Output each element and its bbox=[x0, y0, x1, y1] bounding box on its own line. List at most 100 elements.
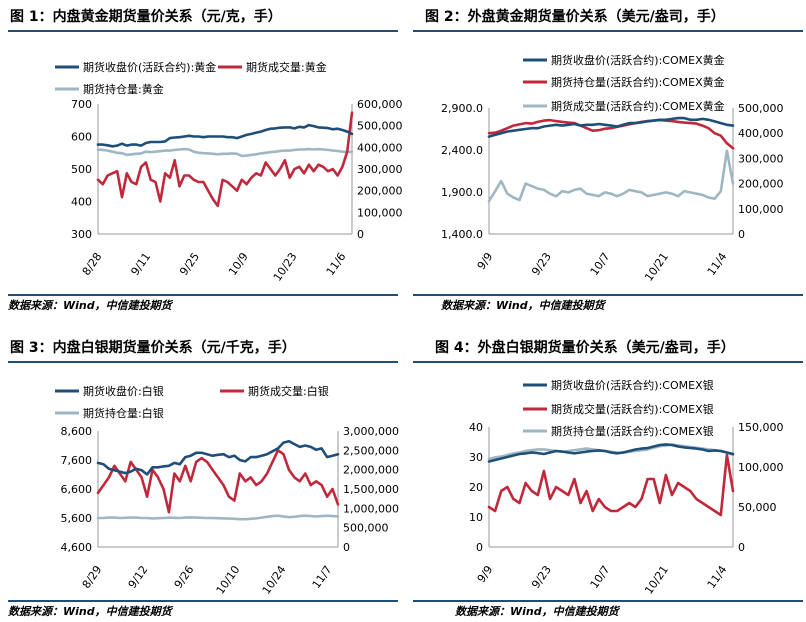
series-line bbox=[96, 147, 354, 158]
title-rule bbox=[8, 361, 398, 363]
x-tick-label: 10/10 bbox=[214, 563, 243, 596]
x-tick-label: 11/7 bbox=[310, 563, 335, 591]
left-tick-label: 500 bbox=[71, 163, 92, 176]
legend-label: 期货持仓量:黄金 bbox=[83, 82, 164, 96]
series-line bbox=[96, 123, 354, 148]
left-tick-label: 20 bbox=[469, 481, 483, 494]
left-tick-label: 7,600 bbox=[61, 454, 93, 467]
series-line bbox=[487, 453, 735, 517]
legend-label: 期货成交量:黄金 bbox=[246, 60, 327, 74]
x-tick-label: 9/9 bbox=[475, 563, 496, 585]
x-tick-label: 10/21 bbox=[642, 563, 671, 596]
x-tick-label: 10/7 bbox=[588, 250, 613, 278]
right-tick-label: 150,000 bbox=[738, 421, 784, 434]
legend-label: 期货收盘价(活跃合约):黄金 bbox=[83, 60, 216, 74]
left-tick-label: 1,400.0 bbox=[441, 228, 483, 241]
left-tick-label: 300 bbox=[71, 228, 92, 241]
left-tick-label: 400 bbox=[71, 196, 92, 209]
x-tick-label: 11/4 bbox=[705, 563, 730, 591]
right-tick-label: 1,500,000 bbox=[343, 483, 399, 496]
legend-label: 期货成交量(活跃合约):COMEX银 bbox=[551, 402, 714, 416]
legend-label: 期货成交量:白银 bbox=[248, 384, 329, 398]
left-tick-label: 8,600 bbox=[61, 425, 93, 438]
x-tick-label: 10/21 bbox=[642, 250, 671, 283]
legend-label: 期货持仓量(活跃合约):COMEX黄金 bbox=[551, 75, 725, 89]
right-tick-label: 500,000 bbox=[343, 522, 389, 535]
title-rule bbox=[413, 30, 803, 32]
left-tick-label: 40 bbox=[469, 421, 483, 434]
right-tick-label: 0 bbox=[357, 228, 364, 241]
x-tick-label: 8/28 bbox=[80, 250, 105, 278]
title-rule bbox=[8, 30, 398, 32]
chart-title: 图 2：外盘黄金期货量价关系（美元/盎司，手） bbox=[425, 9, 725, 25]
right-tick-label: 300,000 bbox=[357, 163, 403, 176]
x-tick-label: 9/23 bbox=[529, 563, 554, 591]
chart-panel-2: 图 2：外盘黄金期货量价关系（美元/盎司，手） 期货收盘价(活跃合约):COME… bbox=[403, 0, 806, 312]
left-tick-label: 5,600 bbox=[61, 512, 93, 525]
right-tick-label: 0 bbox=[343, 541, 350, 554]
series-line bbox=[487, 118, 735, 150]
legend-label: 期货持仓量(活跃合约):COMEX银 bbox=[551, 424, 714, 438]
x-tick-label: 10/9 bbox=[226, 250, 251, 278]
left-tick-label: 1,900.0 bbox=[441, 186, 483, 199]
x-tick-label: 9/25 bbox=[177, 250, 202, 278]
x-tick-label: 9/12 bbox=[126, 563, 151, 591]
right-tick-label: 2,500,000 bbox=[343, 444, 399, 457]
series-line bbox=[96, 449, 340, 514]
x-tick-label: 10/24 bbox=[260, 563, 289, 596]
left-tick-label: 2,400.0 bbox=[441, 144, 483, 157]
right-tick-label: 1,000,000 bbox=[343, 502, 399, 515]
right-tick-label: 100,000 bbox=[357, 206, 403, 219]
right-tick-label: 0 bbox=[738, 541, 745, 554]
left-tick-label: 700 bbox=[71, 98, 92, 111]
left-tick-label: 10 bbox=[469, 511, 483, 524]
source-rule bbox=[413, 600, 803, 602]
source-note: 数据来源：Wind，中信建投期货 bbox=[441, 299, 605, 312]
source-rule bbox=[8, 600, 398, 602]
legend-label: 期货成交量(活跃合约):COMEX黄金 bbox=[551, 99, 725, 113]
source-note: 数据来源：Wind，中信建投期货 bbox=[455, 605, 619, 618]
right-tick-label: 200,000 bbox=[738, 178, 784, 191]
source-note: 数据来源：Wind，中信建投期货 bbox=[8, 299, 172, 312]
left-tick-label: 0 bbox=[476, 541, 483, 554]
title-rule bbox=[413, 361, 803, 363]
source-rule bbox=[8, 294, 398, 296]
right-tick-label: 3,000,000 bbox=[343, 425, 399, 438]
series-line bbox=[96, 439, 340, 476]
x-tick-label: 9/26 bbox=[172, 563, 197, 591]
legend-label: 期货收盘价(活跃合约):COMEX银 bbox=[551, 378, 714, 392]
left-tick-label: 600 bbox=[71, 131, 92, 144]
left-tick-label: 4,600 bbox=[61, 541, 93, 554]
series-line bbox=[487, 149, 735, 203]
series-line bbox=[96, 514, 340, 521]
series-line bbox=[487, 116, 735, 138]
chart-panel-1: 图 1：内盘黄金期货量价关系（元/克，手） 期货收盘价(活跃合约):黄金 期货成交… bbox=[0, 0, 403, 312]
chart-panel-3: 图 3：内盘白银期货量价关系（元/千克，手） 期货收盘价:白银 期货成交量:白银期… bbox=[0, 311, 403, 622]
chart-svg: 期货收盘价(活跃合约):COMEX黄金期货持仓量(活跃合约):COMEX黄金期货… bbox=[441, 53, 784, 284]
legend-label: 期货收盘价(活跃合约):COMEX黄金 bbox=[551, 53, 725, 67]
series-line bbox=[96, 111, 354, 208]
right-tick-label: 300,000 bbox=[738, 152, 784, 165]
left-tick-label: 2,900.0 bbox=[441, 102, 483, 115]
right-tick-label: 50,000 bbox=[738, 501, 777, 514]
right-tick-label: 100,000 bbox=[738, 203, 784, 216]
right-tick-label: 100,000 bbox=[738, 461, 784, 474]
right-tick-label: 400,000 bbox=[357, 141, 403, 154]
source-note: 数据来源：Wind，中信建投期货 bbox=[8, 605, 172, 618]
right-tick-label: 200,000 bbox=[357, 185, 403, 198]
chart-title: 图 1：内盘黄金期货量价关系（元/克，手） bbox=[10, 9, 282, 25]
x-tick-label: 10/7 bbox=[588, 563, 613, 591]
series-line bbox=[487, 443, 735, 463]
right-tick-label: 400,000 bbox=[738, 127, 784, 140]
right-tick-label: 0 bbox=[738, 228, 745, 241]
chart-title: 图 3：内盘白银期货量价关系（元/千克，手） bbox=[10, 340, 296, 356]
right-tick-label: 500,000 bbox=[357, 120, 403, 133]
chart-panel-4: 图 4：外盘白银期货量价关系（美元/盎司，手） 期货收盘价(活跃合约):COME… bbox=[403, 311, 806, 622]
legend-label: 期货持仓量:白银 bbox=[83, 406, 164, 420]
right-tick-label: 2,000,000 bbox=[343, 464, 399, 477]
left-tick-label: 30 bbox=[469, 451, 483, 464]
x-tick-label: 9/9 bbox=[475, 250, 496, 272]
x-tick-label: 8/29 bbox=[80, 563, 105, 591]
